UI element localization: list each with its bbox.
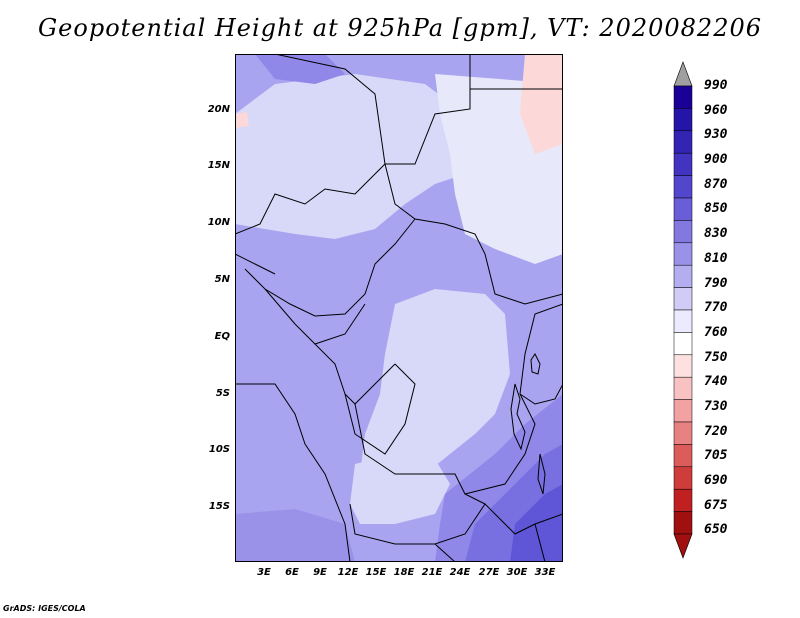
colorbar-label: 930 xyxy=(704,127,728,142)
colorbar-label: 650 xyxy=(704,522,728,537)
colorbar-cell xyxy=(673,197,693,221)
colorbar xyxy=(673,61,693,559)
colorbar-label: 750 xyxy=(704,350,728,365)
colorbar-label: 810 xyxy=(704,251,728,266)
field-pink-northeast xyxy=(520,54,563,154)
colorbar-label: 675 xyxy=(704,498,728,513)
colorbar-cell xyxy=(673,85,693,109)
lat-label: 10N xyxy=(207,217,230,228)
colorbar-cell xyxy=(673,511,693,535)
grads-credit: GrADS: IGES/COLA xyxy=(3,604,86,613)
field-deep-north xyxy=(255,54,345,84)
lat-label: 15S xyxy=(208,501,230,512)
lon-label: 15E xyxy=(365,567,387,578)
colorbar-label: 900 xyxy=(704,152,728,167)
colorbar-label: 790 xyxy=(704,276,728,291)
colorbar-label: 740 xyxy=(704,374,728,389)
colorbar-cell xyxy=(673,220,693,244)
colorbar-cell xyxy=(673,399,693,423)
colorbar-cell xyxy=(673,130,693,154)
colorbar-cell xyxy=(673,466,693,490)
colorbar-cell xyxy=(673,376,693,400)
colorbar-cell xyxy=(673,152,693,176)
field-deep-southwest xyxy=(235,509,355,562)
country-borders xyxy=(235,54,563,562)
colorbar-label: 770 xyxy=(704,300,728,315)
colorbar-label: 720 xyxy=(704,424,728,439)
map-panel xyxy=(235,54,563,562)
field-pink-northwest xyxy=(235,112,249,128)
colorbar-label: 990 xyxy=(704,78,728,93)
lat-label: 20N xyxy=(207,104,230,115)
lon-label: 9E xyxy=(313,567,327,578)
lon-label: 18E xyxy=(393,567,415,578)
lat-label: EQ xyxy=(214,331,230,342)
colorbar-cell xyxy=(673,354,693,378)
lon-label: 3E xyxy=(257,567,271,578)
lon-label: 6E xyxy=(285,567,299,578)
colorbar-cell xyxy=(673,108,693,132)
colorbar-top-arrow xyxy=(673,61,693,87)
colorbar-cell xyxy=(673,175,693,199)
lat-label: 5N xyxy=(214,274,230,285)
lon-label: 33E xyxy=(534,567,556,578)
lakes xyxy=(510,353,546,495)
colorbar-cell xyxy=(673,332,693,356)
map-frame xyxy=(235,54,563,562)
lon-label: 30E xyxy=(506,567,528,578)
lon-label: 24E xyxy=(449,567,471,578)
colorbar-cell xyxy=(673,421,693,445)
colorbar-label: 705 xyxy=(704,448,728,463)
colorbar-cell xyxy=(673,287,693,311)
chart-title: Geopotential Height at 925hPa [gpm], VT:… xyxy=(38,14,762,42)
field-light-north xyxy=(235,74,465,239)
lat-label: 5S xyxy=(215,388,230,399)
colorbar-label: 760 xyxy=(704,325,728,340)
lon-label: 12E xyxy=(337,567,359,578)
lon-label: 27E xyxy=(478,567,500,578)
colorbar-label: 830 xyxy=(704,226,728,241)
colorbar-cell xyxy=(673,488,693,512)
colorbar-label: 690 xyxy=(704,473,728,488)
field-light-angola xyxy=(350,454,450,524)
colorbar-cell xyxy=(673,242,693,266)
colorbar-bottom-arrow xyxy=(673,533,693,559)
colorbar-cell xyxy=(673,444,693,468)
lon-label: 21E xyxy=(421,567,443,578)
colorbar-label: 730 xyxy=(704,399,728,414)
field-light-congo xyxy=(360,289,510,494)
colorbar-label: 960 xyxy=(704,103,728,118)
colorbar-label: 870 xyxy=(704,177,728,192)
colorbar-cell xyxy=(673,264,693,288)
lat-label: 10S xyxy=(208,444,230,455)
colorbar-cell xyxy=(673,309,693,333)
colorbar-label: 850 xyxy=(704,201,728,216)
lat-label: 15N xyxy=(207,160,230,171)
